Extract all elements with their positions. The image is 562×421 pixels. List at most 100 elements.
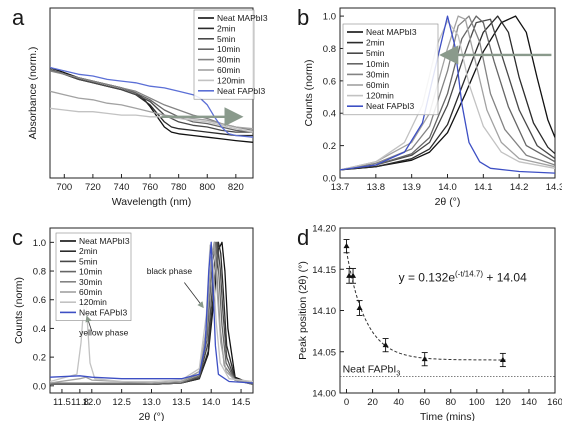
legend-entry: 2min [366, 38, 385, 48]
y-tick-label: 0.2 [33, 353, 46, 364]
legend-box [193, 9, 255, 100]
data-point [346, 272, 353, 278]
y-tick-label: 0.0 [33, 381, 46, 392]
x-axis-label: Wavelength (nm) [112, 196, 192, 208]
panel-letter: b [297, 5, 309, 30]
panel-a: 700 720 740 760 780 800 820 Wavelength (nm) Abso… [12, 5, 268, 208]
y-tick-label: 0.0 [323, 174, 336, 185]
x-tick-label: 13.7 [331, 182, 350, 193]
y-axis-label: Peak position (2θ) (°) [297, 261, 309, 360]
legend: Neat MAPbI32min5min10min30min60min120min… [193, 9, 268, 100]
series-group [340, 15, 555, 174]
x-tick-label: 14.3 [546, 182, 562, 193]
series-line-120min [340, 20, 555, 171]
legend-entry: Neat FAPbI3 [217, 86, 265, 96]
x-axis-label: Time (mins) [420, 411, 475, 421]
y-axis-label: Counts (norm) [303, 59, 315, 126]
legend-entry: Neat MAPbI3 [79, 236, 130, 246]
y-tick-label: 0.2 [323, 141, 336, 152]
series-line-5min [340, 18, 555, 171]
x-tick-label: 100 [469, 397, 485, 408]
series-line-2min [340, 15, 555, 171]
black-phase-label: black phase [147, 266, 193, 276]
legend-entry: 5min [366, 48, 385, 58]
y-tick-label: 14.15 [312, 265, 336, 276]
x-tick-label: 14.5 [232, 397, 251, 408]
x-tick-label: 120 [495, 397, 511, 408]
legend-entry: 30min [79, 277, 102, 287]
x-tick-label: 700 [56, 182, 72, 193]
x-tick-label: 780 [171, 182, 187, 193]
series-line-neat-mapbi3 [340, 15, 555, 171]
panel-letter: c [12, 225, 23, 250]
panel-c: 11.5 11.812.0 12.5 13.0 13.5 14.0 14.5 0.0 0.2 0.… [12, 225, 254, 421]
y-tick-label: 14.05 [312, 347, 336, 358]
panel-b: 13.7 13.8 13.9 14.0 14.1 14.2 14.3 0.0 0.2 0.4 0.6… [297, 5, 562, 208]
x-tick-label: 60 [419, 397, 430, 408]
y-tick-label: 0.6 [33, 295, 46, 306]
panel-d: 0 20 40 60 80 100 120 140 160 14.00 14.05 14.10 14.1… [297, 224, 562, 421]
panel-letter: d [297, 225, 309, 250]
legend-entry: 30min [366, 69, 389, 79]
series-line-neat-fapbi3 [50, 66, 253, 138]
y-tick-label: 14.20 [312, 224, 336, 235]
data-point [421, 355, 428, 362]
black-phase-arrow [184, 282, 204, 309]
y-tick-label: 0.4 [33, 324, 46, 335]
legend-box [55, 232, 132, 321]
data-point [356, 304, 363, 311]
data-point [382, 341, 389, 348]
legend-entry: Neat MAPbI3 [366, 27, 417, 37]
series-line-60min [50, 90, 253, 130]
legend-entry: 10min [366, 59, 389, 69]
x-tick-label: 12.0 [83, 397, 102, 408]
reference-line-label: Neat FAPbI3 [343, 364, 401, 378]
y-tick-label: 1.0 [323, 12, 336, 23]
y-tick-label: 1.0 [33, 238, 46, 249]
y-tick-label: 0.8 [323, 44, 336, 55]
legend-entry: 60min [366, 80, 389, 90]
x-tick-label: 11.5 [53, 397, 71, 408]
y-axis-label: Counts (norm) [13, 277, 25, 344]
legend-entry: Neat MAPbI3 [217, 13, 268, 23]
x-tick-label: 80 [445, 397, 456, 408]
x-tick-label: 740 [114, 182, 130, 193]
legend-entry: Neat FAPbI3 [79, 307, 127, 317]
x-tick-label: 20 [367, 397, 378, 408]
x-tick-label: 11.8 [71, 397, 89, 408]
x-tick-label: 40 [393, 397, 404, 408]
legend-entry: 5min [217, 34, 236, 44]
x-tick-label: 13.0 [142, 397, 161, 408]
fit-equation: y = 0.132e(-t/14.7) + 14.04 [399, 270, 527, 285]
x-tick-label: 13.5 [172, 397, 191, 408]
y-tick-label: 14.10 [312, 306, 336, 317]
y-axis-label: Absorbance (norm.) [27, 47, 39, 140]
y-tick-label: 0.8 [33, 267, 46, 278]
legend-entry: 10min [217, 44, 240, 54]
x-tick-label: 13.9 [402, 182, 421, 193]
legend-entry: 120min [366, 91, 394, 101]
x-axis-label: 2θ (°) [139, 411, 165, 421]
legend-entry: 60min [217, 65, 240, 75]
x-tick-label: 720 [85, 182, 101, 193]
x-tick-label: 14.0 [438, 182, 457, 193]
series-line-10min [340, 15, 555, 171]
x-tick-label: 14.0 [202, 397, 221, 408]
legend-box [342, 23, 439, 116]
series-line-5min [50, 68, 253, 133]
legend: Neat MAPbI32min5min10min30min60min120min… [55, 232, 132, 321]
legend-entry: 30min [217, 55, 240, 65]
series-line-neat-fapbi3 [340, 15, 555, 174]
series-line-120min [50, 107, 253, 133]
series-line-60min [340, 15, 555, 171]
x-tick-label: 160 [547, 397, 562, 408]
x-tick-label: 12.5 [112, 397, 131, 408]
x-tick-label: 13.8 [367, 182, 386, 193]
panel-letter: a [12, 5, 25, 30]
x-axis-label: 2θ (°) [435, 196, 461, 208]
x-tick-label: 0 [344, 397, 349, 408]
series-line-neat-fapbi3 [50, 241, 253, 384]
yellow-phase-arrow [85, 315, 93, 332]
